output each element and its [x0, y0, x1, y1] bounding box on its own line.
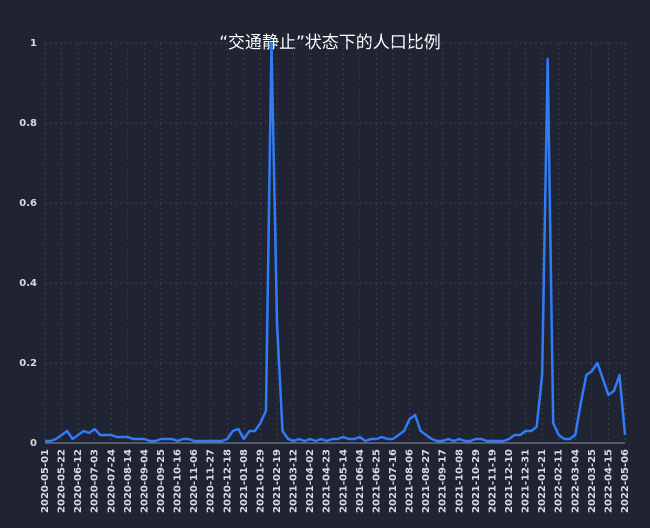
x-tick-label: 2020-05-01 [40, 449, 51, 513]
grid [44, 42, 626, 444]
x-tick-label: 2021-03-12 [289, 449, 300, 513]
x-tick-label: 2021-10-08 [454, 449, 465, 513]
x-tick-label: 2020-07-03 [90, 449, 101, 513]
x-tick-label: 2021-07-16 [388, 449, 399, 513]
x-tick-label: 2022-04-15 [603, 449, 614, 513]
x-tick-label: 2020-10-16 [173, 449, 184, 513]
x-tick-label: 2021-01-08 [239, 449, 250, 513]
x-tick-label: 2020-09-25 [156, 449, 167, 513]
y-tick-label: 0.2 [19, 358, 37, 369]
x-tick-label: 2021-06-04 [355, 449, 366, 513]
x-tick-label: 2021-11-19 [487, 449, 498, 513]
x-tick-label: 2020-05-22 [57, 449, 68, 513]
x-tick-label: 2020-09-04 [139, 449, 150, 513]
x-tick-label: 2021-09-17 [438, 449, 449, 513]
x-tick-label: 2021-10-29 [471, 449, 482, 513]
x-tick-label: 2021-08-27 [421, 449, 432, 513]
x-tick-label: 2021-02-19 [272, 449, 283, 513]
x-tick-label: 2022-03-04 [570, 449, 581, 513]
x-tick-label: 2022-03-25 [587, 449, 598, 513]
x-tick-label: 2021-08-06 [405, 449, 416, 513]
x-tick-label: 2022-01-21 [537, 449, 548, 513]
y-tick-label: 1 [30, 38, 37, 49]
x-tick-label: 2021-04-23 [322, 449, 333, 513]
x-tick-label: 2021-12-31 [521, 449, 532, 513]
x-tick-label: 2021-12-10 [504, 449, 515, 513]
y-tick-label: 0.4 [19, 278, 37, 289]
data-line [45, 41, 627, 443]
x-tick-label: 2022-05-06 [620, 449, 631, 513]
x-tick-label: 2021-06-25 [371, 449, 382, 513]
x-tick-label: 2022-02-11 [554, 449, 565, 513]
x-tick-label: 2020-12-18 [222, 449, 233, 513]
x-tick-label: 2020-08-14 [123, 449, 134, 513]
x-tick-label: 2020-11-27 [206, 449, 217, 513]
x-tick-label: 2020-06-12 [73, 449, 84, 513]
x-tick-label: 2020-11-06 [189, 449, 200, 513]
x-tick-label: 2021-01-29 [255, 449, 266, 513]
y-tick-label: 0 [30, 438, 37, 449]
y-tick-label: 0.6 [19, 198, 37, 209]
y-tick-label: 0.8 [19, 118, 37, 129]
x-tick-label: 2020-07-24 [106, 449, 117, 513]
x-tick-label: 2021-05-14 [338, 449, 349, 513]
x-tick-label: 2021-04-02 [305, 449, 316, 513]
